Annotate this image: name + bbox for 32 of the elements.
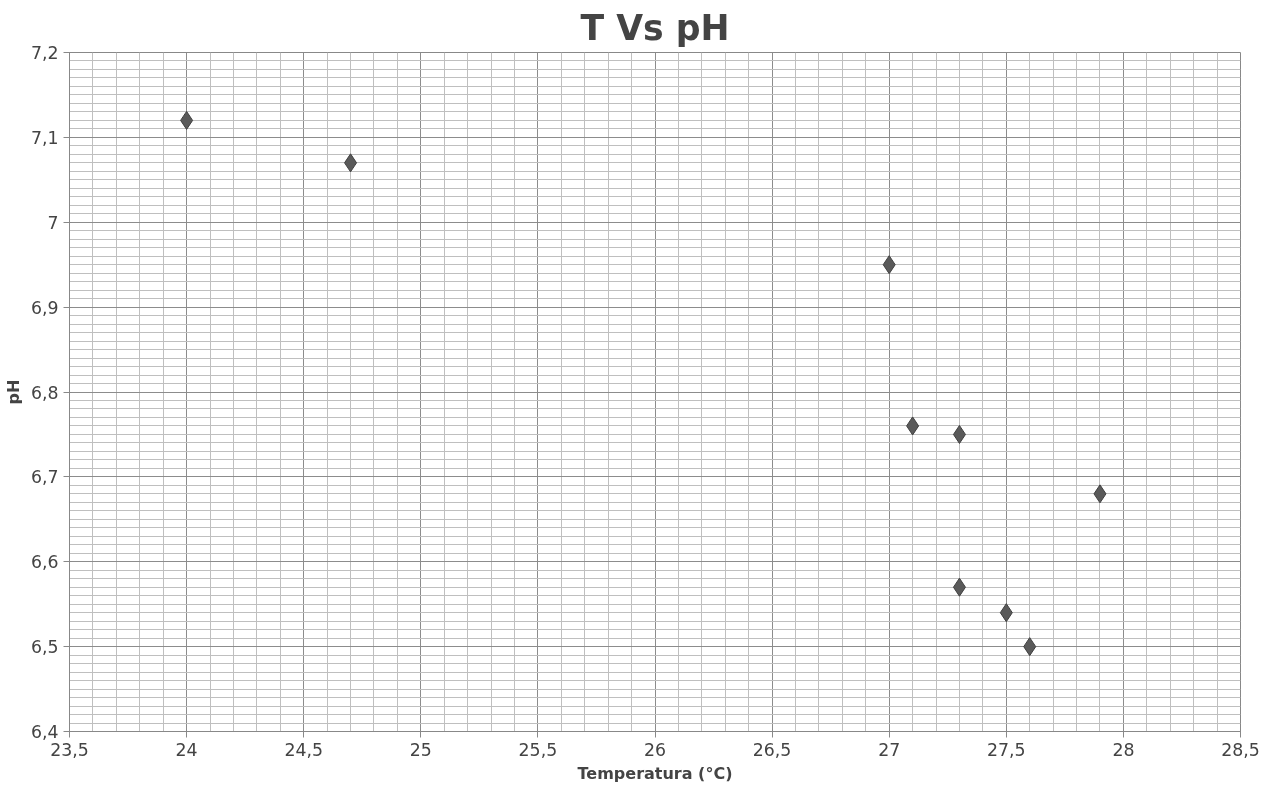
y-tick-label: 6,8 — [30, 382, 59, 403]
y-tick-label: 7,2 — [30, 43, 59, 63]
y-tick-label: 7 — [47, 212, 59, 233]
point — [1093, 484, 1107, 504]
chart-title: T Vs pH — [580, 7, 730, 48]
point — [906, 416, 920, 436]
x-tick-label: 26 — [643, 739, 667, 760]
point — [180, 110, 194, 130]
y-tick-label: 7,1 — [30, 127, 59, 148]
x-tick-label: 24,5 — [284, 739, 323, 760]
y-tick-label: 6,5 — [30, 637, 59, 658]
point — [952, 424, 966, 444]
y-tick-label: 6,7 — [30, 467, 59, 488]
x-tick-label: 25,5 — [518, 739, 558, 760]
point — [1023, 637, 1037, 657]
x-tick-label: 27,5 — [987, 739, 1026, 760]
x-tick-label: 26,5 — [752, 739, 792, 760]
y-tick-label: 6,9 — [30, 297, 59, 318]
point — [344, 153, 358, 173]
y-axis-title: pH — [3, 379, 23, 405]
y-tick-label: 6,4 — [30, 722, 59, 742]
x-tick-label: 23,5 — [50, 739, 89, 760]
point — [882, 255, 896, 275]
point — [999, 603, 1013, 623]
x-tick-label: 24 — [175, 739, 198, 760]
x-tick-label: 27 — [878, 739, 901, 760]
x-tick-label: 28 — [1112, 739, 1135, 760]
y-tick-label: 6,6 — [30, 552, 59, 573]
point — [952, 577, 966, 597]
x-tick-label: 28,5 — [1221, 739, 1260, 760]
x-tick-label: 25 — [409, 739, 432, 760]
x-axis-title: Temperatura (°C) — [577, 763, 733, 783]
